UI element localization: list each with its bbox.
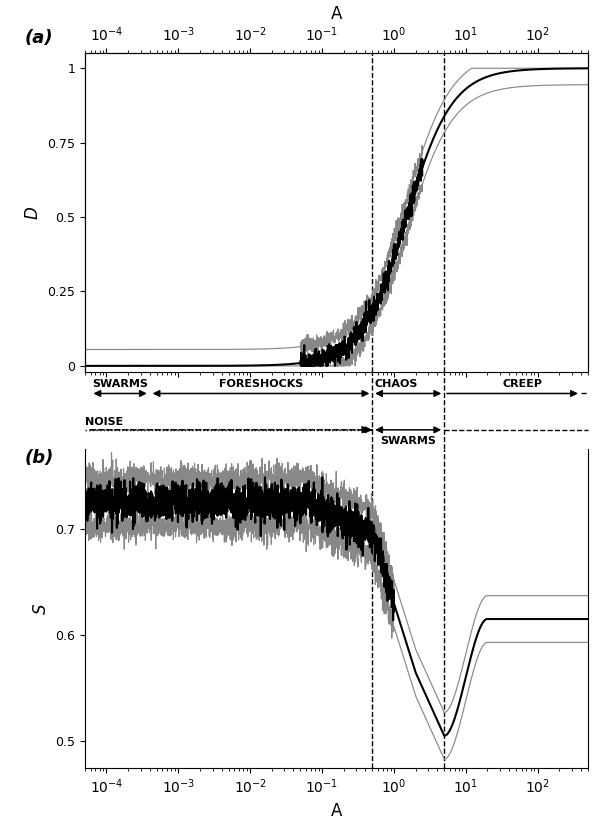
Text: (b): (b) (24, 449, 54, 467)
Text: FORESHOCKS: FORESHOCKS (219, 378, 303, 389)
Text: CREEP: CREEP (502, 378, 542, 389)
Text: SWARMS: SWARMS (92, 378, 148, 389)
Text: (a): (a) (24, 29, 53, 47)
Text: CHAOS: CHAOS (375, 378, 418, 389)
X-axis label: A: A (331, 801, 342, 819)
Text: SWARMS: SWARMS (380, 436, 436, 446)
X-axis label: A: A (331, 6, 342, 24)
Y-axis label: D: D (24, 206, 42, 219)
Y-axis label: S: S (32, 603, 50, 613)
Text: NOISE: NOISE (85, 417, 123, 427)
